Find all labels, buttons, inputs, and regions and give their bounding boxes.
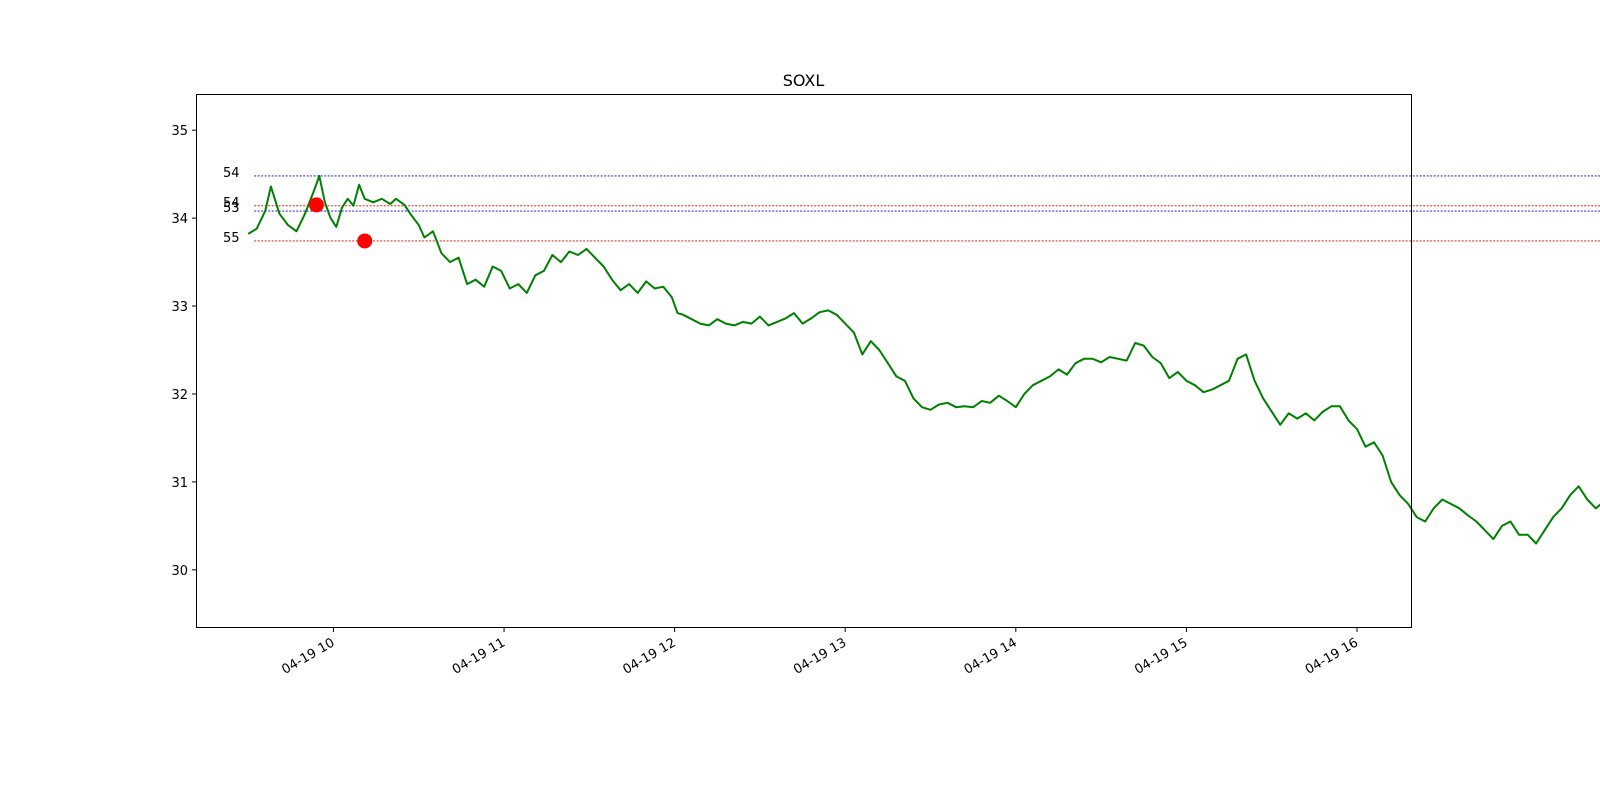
level-label: 55	[223, 231, 240, 246]
y-tick-label: 31	[171, 476, 188, 491]
signal-marker	[308, 197, 324, 213]
y-tick-label: 32	[171, 388, 188, 403]
level-label: 53	[223, 201, 240, 216]
y-tick-label: 33	[171, 300, 188, 315]
series-layer	[247, 174, 1600, 545]
level-label: 54	[223, 196, 240, 211]
y-tick-label: 35	[171, 124, 188, 139]
y-tick-label: 30	[171, 564, 188, 579]
horizontal-levels	[254, 175, 1600, 242]
signal-marker	[357, 233, 373, 249]
price-line	[247, 174, 1600, 545]
plot-frame	[196, 94, 1412, 628]
markers-layer	[308, 197, 373, 249]
level-label: 54	[223, 166, 240, 181]
y-tick-label: 34	[171, 212, 188, 227]
y-axis: 30 31 32 33 34 35	[171, 124, 197, 579]
chart-title: SOXL	[783, 71, 825, 90]
